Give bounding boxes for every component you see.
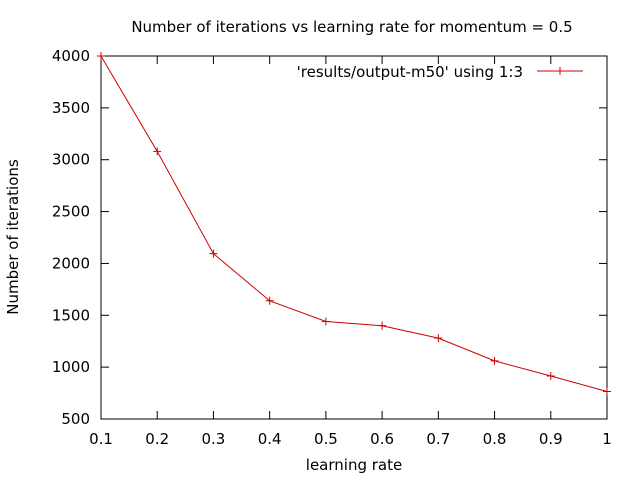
- x-tick-label: 0.4: [258, 430, 282, 448]
- data-point: [209, 249, 218, 258]
- data-point: [265, 296, 274, 305]
- x-tick-label: 1: [602, 430, 612, 448]
- series-group: [97, 52, 611, 396]
- x-tick-label: 0.5: [314, 430, 338, 448]
- y-tick-label: 2000: [52, 254, 90, 272]
- y-tick-label: 4000: [52, 47, 90, 65]
- legend: 'results/output-m50' using 1:3: [297, 63, 583, 81]
- data-point: [546, 371, 555, 380]
- y-tick-label: 1000: [52, 358, 90, 376]
- y-tick-label: 1500: [52, 306, 90, 324]
- x-tick-label: 0.3: [202, 430, 226, 448]
- y-axis-label: Number of iterations: [4, 159, 22, 315]
- x-tick-label: 0.7: [426, 430, 450, 448]
- y-tick-label: 3500: [52, 99, 90, 117]
- data-point: [490, 356, 499, 365]
- x-tick-label: 0.2: [145, 430, 169, 448]
- series-line: [100, 55, 608, 392]
- y-tick-label: 2500: [52, 203, 90, 221]
- data-point: [321, 317, 330, 326]
- y-tick-label: 500: [61, 410, 90, 428]
- x-tick-label: 0.1: [89, 430, 113, 448]
- x-axis-label: learning rate: [306, 456, 402, 474]
- legend-entry-label: 'results/output-m50' using 1:3: [297, 63, 523, 81]
- data-point: [378, 321, 387, 330]
- y-axis: 500 1000 1500 2000 2500 3000 3500 4000: [52, 47, 607, 428]
- y-tick-label: 3000: [52, 151, 90, 169]
- data-point: [153, 147, 162, 156]
- x-tick-label: 0.8: [483, 430, 507, 448]
- data-point: [97, 52, 105, 60]
- x-axis: 0.1 0.2 0.3 0.4 0.5 0.6 0.7 0.8 0.9 1: [89, 56, 612, 448]
- legend-marker: [556, 67, 564, 75]
- x-tick-label: 0.9: [539, 430, 563, 448]
- data-point: [603, 387, 611, 396]
- x-tick-label: 0.6: [370, 430, 394, 448]
- plot-frame: [100, 55, 608, 420]
- data-point: [434, 334, 443, 343]
- chart-title: Number of iterations vs learning rate fo…: [131, 18, 572, 36]
